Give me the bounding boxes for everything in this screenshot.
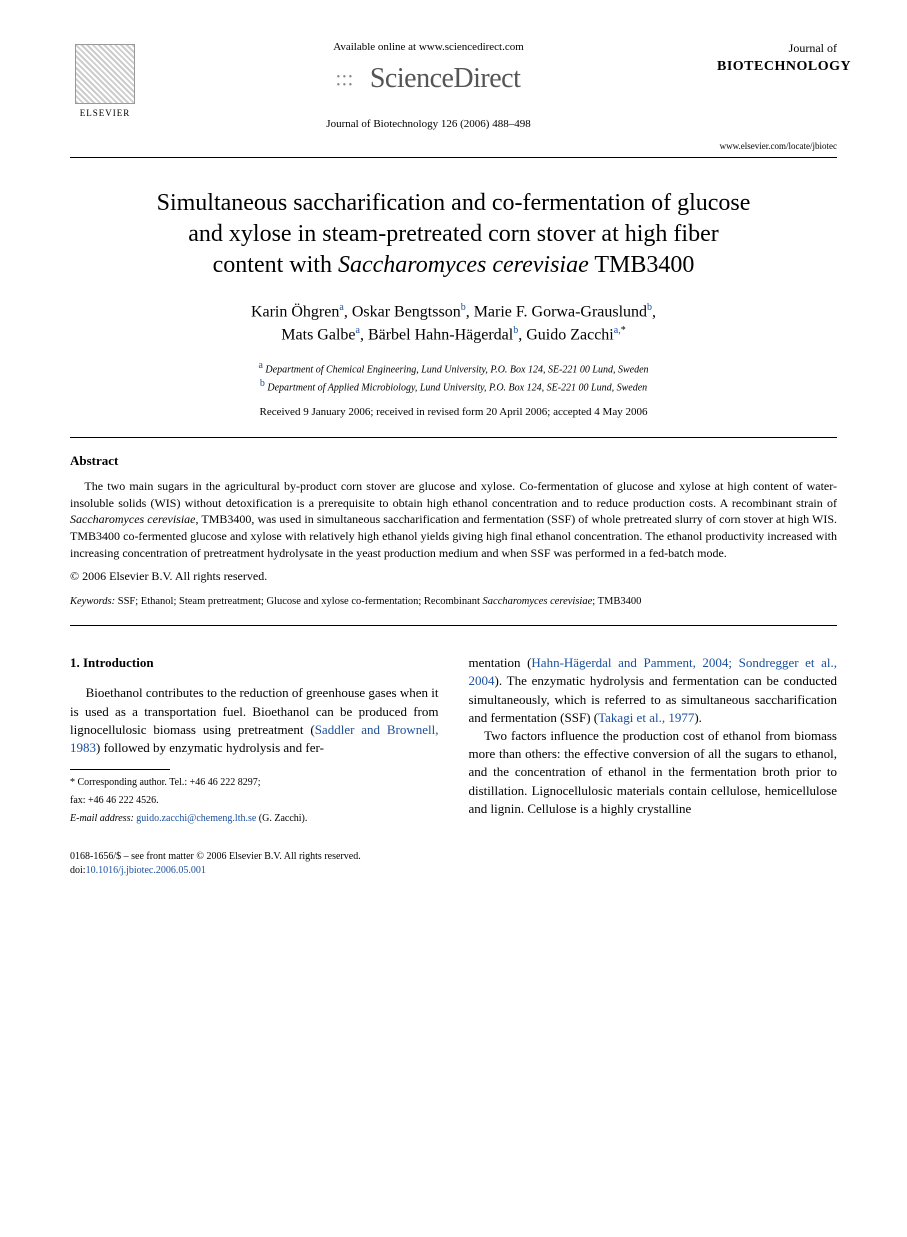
corresponding-footnote: * Corresponding author. Tel.: +46 46 222… <box>70 776 439 790</box>
center-header: Available online at www.sciencedirect.co… <box>140 40 717 132</box>
author-1: Karin Öhgren <box>251 303 339 320</box>
author-4-affil[interactable]: a <box>356 325 360 336</box>
header-row: ELSEVIER Available online at www.science… <box>70 40 837 132</box>
sciencedirect-wordmark: ScienceDirect <box>370 63 521 94</box>
title-line2: and xylose in steam-pretreated corn stov… <box>188 221 718 247</box>
abstract-pre: The two main sugars in the agricultural … <box>70 479 837 510</box>
elsevier-tree-icon <box>75 44 135 104</box>
elsevier-label: ELSEVIER <box>80 107 131 120</box>
column-left: 1. Introduction Bioethanol contributes t… <box>70 654 439 826</box>
sciencedirect-logo: ScienceDirect <box>140 59 717 98</box>
title-line1: Simultaneous saccharification and co-fer… <box>157 190 751 216</box>
elsevier-logo: ELSEVIER <box>70 40 140 120</box>
intro-para1-right: mentation (Hahn-Hägerdal and Pamment, 20… <box>469 654 838 727</box>
intro-para2: Two factors influence the production cos… <box>469 727 838 818</box>
footnote-email[interactable]: guido.zacchi@chemeng.lth.se <box>136 813 256 824</box>
footer: 0168-1656/$ – see front matter © 2006 El… <box>70 850 837 878</box>
author-3-affil[interactable]: b <box>647 302 652 313</box>
author-2: Oskar Bengtsson <box>352 303 461 320</box>
affil-a-text: Department of Chemical Engineering, Lund… <box>263 364 649 375</box>
footnote-email-label: E-mail address: <box>70 813 136 824</box>
journal-reference: Journal of Biotechnology 126 (2006) 488–… <box>140 117 717 132</box>
title-species: Saccharomyces cerevisiae <box>338 252 589 278</box>
keywords-post: ; TMB3400 <box>592 596 641 607</box>
footnote-email-post: (G. Zacchi). <box>256 813 307 824</box>
footnote-corr: Corresponding author. Tel.: +46 46 222 8… <box>75 777 261 788</box>
journal-url[interactable]: www.elsevier.com/locate/jbiotec <box>70 140 837 153</box>
sciencedirect-dots-icon <box>337 74 367 94</box>
keywords-species: Saccharomyces cerevisiae <box>483 596 593 607</box>
journal-name-line2: BIOTECHNOLOGY <box>717 57 837 77</box>
intro-heading: 1. Introduction <box>70 654 439 672</box>
author-6: Guido Zacchi <box>526 326 614 343</box>
body-columns: 1. Introduction Bioethanol contributes t… <box>70 654 837 826</box>
abstract-body: The two main sugars in the agricultural … <box>70 478 837 562</box>
header-rule <box>70 157 837 158</box>
keywords-pre: SSF; Ethanol; Steam pretreatment; Glucos… <box>118 596 483 607</box>
author-6-corresponding[interactable]: * <box>621 325 626 336</box>
article-history: Received 9 January 2006; received in rev… <box>70 405 837 420</box>
footnote-fax: fax: +46 46 222 4526. <box>70 794 439 808</box>
available-online-text: Available online at www.sciencedirect.co… <box>140 40 717 55</box>
intro-p1r-pre: mentation ( <box>469 655 532 670</box>
abstract-rule-top <box>70 437 837 438</box>
doi-label: doi: <box>70 865 86 876</box>
title-line3-pre: content with <box>213 252 338 278</box>
citation-takagi[interactable]: Takagi et al., 1977 <box>598 710 694 725</box>
abstract-species: Saccharomyces cerevisiae <box>70 512 196 526</box>
doi-line: doi:10.1016/j.jbiotec.2006.05.001 <box>70 864 837 878</box>
author-6-affil[interactable]: a, <box>614 325 621 336</box>
author-5-affil[interactable]: b <box>513 325 518 336</box>
copyright-line: © 2006 Elsevier B.V. All rights reserved… <box>70 568 837 585</box>
footnote-email-line: E-mail address: guido.zacchi@chemeng.lth… <box>70 812 439 826</box>
author-4: Mats Galbe <box>281 326 355 343</box>
author-2-affil[interactable]: b <box>461 302 466 313</box>
author-3: Marie F. Gorwa-Grauslund <box>474 303 647 320</box>
keywords-label: Keywords: <box>70 596 118 607</box>
intro-p1r-post: ). <box>694 710 702 725</box>
intro-p1-post: ) followed by enzymatic hydrolysis and f… <box>96 740 324 755</box>
front-matter-line: 0168-1656/$ – see front matter © 2006 El… <box>70 850 837 864</box>
intro-para1-left: Bioethanol contributes to the reduction … <box>70 684 439 757</box>
authors-block: Karin Öhgrena, Oskar Bengtssonb, Marie F… <box>70 301 837 346</box>
doi-link[interactable]: 10.1016/j.jbiotec.2006.05.001 <box>86 865 206 876</box>
author-5: Bärbel Hahn-Hägerdal <box>368 326 513 343</box>
abstract-rule-bottom <box>70 625 837 626</box>
column-right: mentation (Hahn-Hägerdal and Pamment, 20… <box>469 654 838 826</box>
keywords-block: Keywords: SSF; Ethanol; Steam pretreatme… <box>70 595 837 610</box>
author-1-affil[interactable]: a <box>339 302 343 313</box>
abstract-heading: Abstract <box>70 452 837 470</box>
affiliations: a Department of Chemical Engineering, Lu… <box>70 359 837 396</box>
article-title: Simultaneous saccharification and co-fer… <box>70 188 837 282</box>
journal-logo: Journal of BIOTECHNOLOGY <box>717 40 837 76</box>
footnote-rule <box>70 769 170 770</box>
affil-b-text: Department of Applied Microbiology, Lund… <box>265 382 647 393</box>
title-line3-post: TMB3400 <box>589 252 695 278</box>
journal-name-line1: Journal of <box>717 40 837 57</box>
